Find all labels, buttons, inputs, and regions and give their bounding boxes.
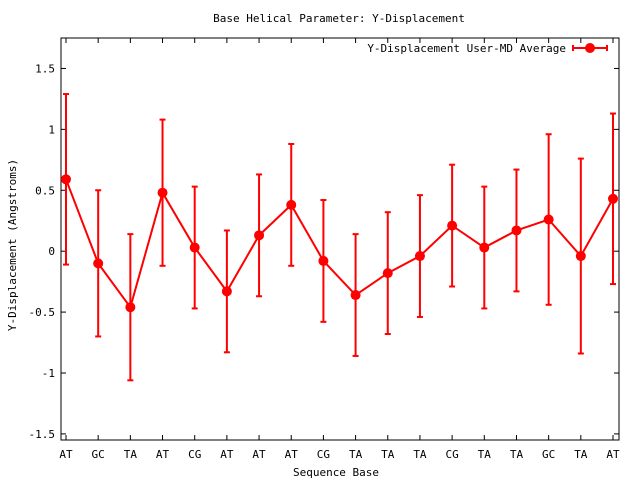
legend-marker: [585, 43, 595, 53]
data-point: [286, 199, 297, 210]
x-tick-label: GC: [92, 448, 105, 461]
y-tick-label: 0.5: [35, 184, 55, 197]
x-axis: AT GC TA AT CG AT AT AT CG TA TA TA CG TA TA GC TA AT: [59, 38, 620, 461]
x-tick-label: TA: [413, 448, 427, 461]
data-point: [61, 174, 71, 185]
data-point: [608, 193, 618, 204]
y-tick-label: 0: [48, 245, 55, 258]
x-tick-label: AT: [252, 448, 266, 461]
data-point: [125, 302, 136, 313]
x-tick-label: TA: [349, 448, 363, 461]
series-layer: [61, 93, 618, 382]
data-point: [511, 225, 522, 236]
x-tick-label: TA: [510, 448, 524, 461]
y-axis: 1.5 1 0.5 0 -0.5 -1 -1.5: [29, 62, 619, 441]
y-tick-label: -1.5: [29, 428, 56, 441]
data-point: [254, 230, 265, 241]
x-tick-label: CG: [445, 448, 458, 461]
x-tick-label: CG: [317, 448, 330, 461]
data-point: [447, 220, 458, 231]
x-tick-label: TA: [124, 448, 138, 461]
chart-title: Base Helical Parameter: Y-Displacement: [213, 12, 465, 25]
data-point: [157, 187, 168, 198]
data-point: [382, 268, 393, 279]
legend-label: Y-Displacement User-MD Average: [367, 42, 566, 55]
data-point: [350, 290, 361, 301]
data-point: [189, 242, 200, 253]
y-axis-label: Y-Displacement (Angstroms): [6, 159, 19, 331]
x-tick-label: CG: [188, 448, 201, 461]
y-tick-label: -0.5: [29, 306, 56, 319]
plot-frame: [60, 37, 620, 441]
series-line: [65, 178, 614, 310]
y-tick-label: 1: [48, 123, 55, 136]
data-point: [414, 251, 425, 262]
data-point: [479, 242, 490, 253]
data-point: [93, 258, 104, 269]
x-tick-label: AT: [285, 448, 299, 461]
x-axis-label: Sequence Base: [293, 466, 379, 479]
x-tick-label: AT: [59, 448, 73, 461]
x-tick-label: AT: [220, 448, 234, 461]
x-tick-label: AT: [156, 448, 170, 461]
x-tick-label: TA: [574, 448, 588, 461]
data-point: [318, 255, 329, 266]
y-tick-label: 1.5: [35, 62, 55, 75]
x-tick-label: TA: [478, 448, 492, 461]
legend: Y-Displacement User-MD Average: [367, 42, 608, 55]
x-tick-label: AT: [606, 448, 620, 461]
x-tick-label: TA: [381, 448, 395, 461]
y-tick-label: -1: [42, 367, 55, 380]
data-point: [221, 286, 232, 297]
data-point: [575, 251, 586, 262]
x-tick-label: GC: [542, 448, 555, 461]
data-point: [543, 214, 554, 225]
